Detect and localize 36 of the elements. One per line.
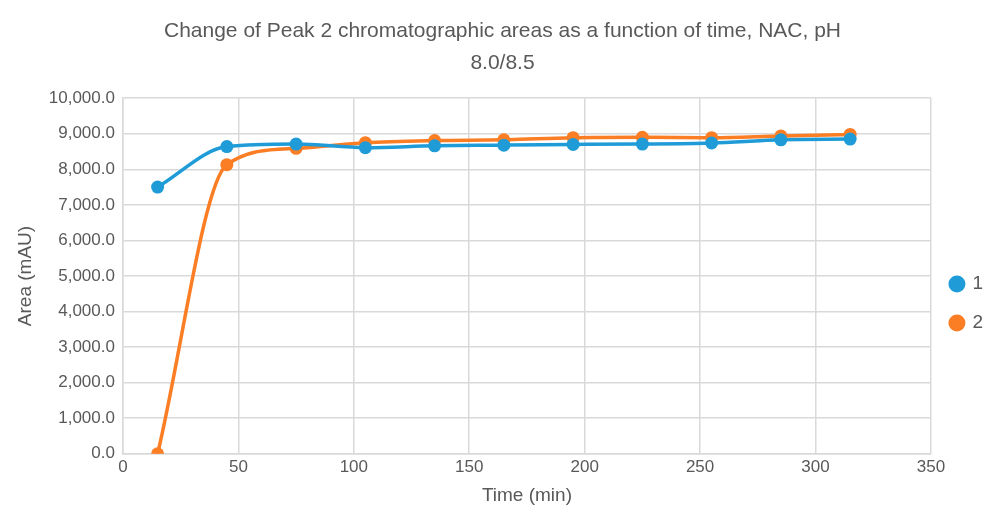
- y-tick-label: 9,000.0: [58, 123, 115, 143]
- x-axis-title: Time (min): [481, 483, 572, 505]
- x-tick-label: 100: [339, 456, 369, 476]
- y-tick-label: 2,000.0: [58, 372, 115, 392]
- point: [289, 137, 303, 151]
- x-tick-label: 50: [228, 456, 248, 476]
- y-tick-label: 3,000.0: [58, 336, 115, 356]
- x-tick-label: 150: [455, 456, 484, 476]
- point: [358, 141, 372, 155]
- x-tick-label: 200: [570, 456, 599, 476]
- chart-title: Change of Peak 2 chromatographic areas as a function of time, NAC, pH 8.0/8.5: [163, 17, 842, 75]
- point: [705, 136, 719, 150]
- x-tick-label: 350: [916, 456, 946, 476]
- point: [220, 158, 234, 172]
- legend-label: 1: [972, 272, 984, 294]
- y-tick-label: 0.0: [91, 443, 115, 463]
- y-tick-label: 8,000.0: [58, 159, 115, 179]
- point: [151, 180, 165, 194]
- legend-label: 2: [972, 311, 984, 333]
- point: [566, 137, 580, 151]
- y-tick-label: 10,000.0: [48, 87, 115, 107]
- x-tick-label: 250: [685, 456, 715, 476]
- y-tick-label: 4,000.0: [58, 301, 115, 321]
- x-tick-label: 300: [801, 456, 830, 476]
- point: [497, 138, 511, 152]
- point: [774, 133, 788, 147]
- y-tick-label: 7,000.0: [58, 194, 115, 214]
- point: [220, 140, 234, 154]
- y-axis-title: Area (mAU): [13, 225, 35, 327]
- y-tick-label: 6,000.0: [58, 230, 115, 250]
- y-tick-label: 5,000.0: [58, 265, 115, 285]
- point: [843, 132, 857, 146]
- point: [428, 139, 442, 153]
- x-tick-label: 0: [118, 456, 128, 476]
- y-tick-label: 1,000.0: [58, 407, 115, 427]
- point: [635, 137, 649, 151]
